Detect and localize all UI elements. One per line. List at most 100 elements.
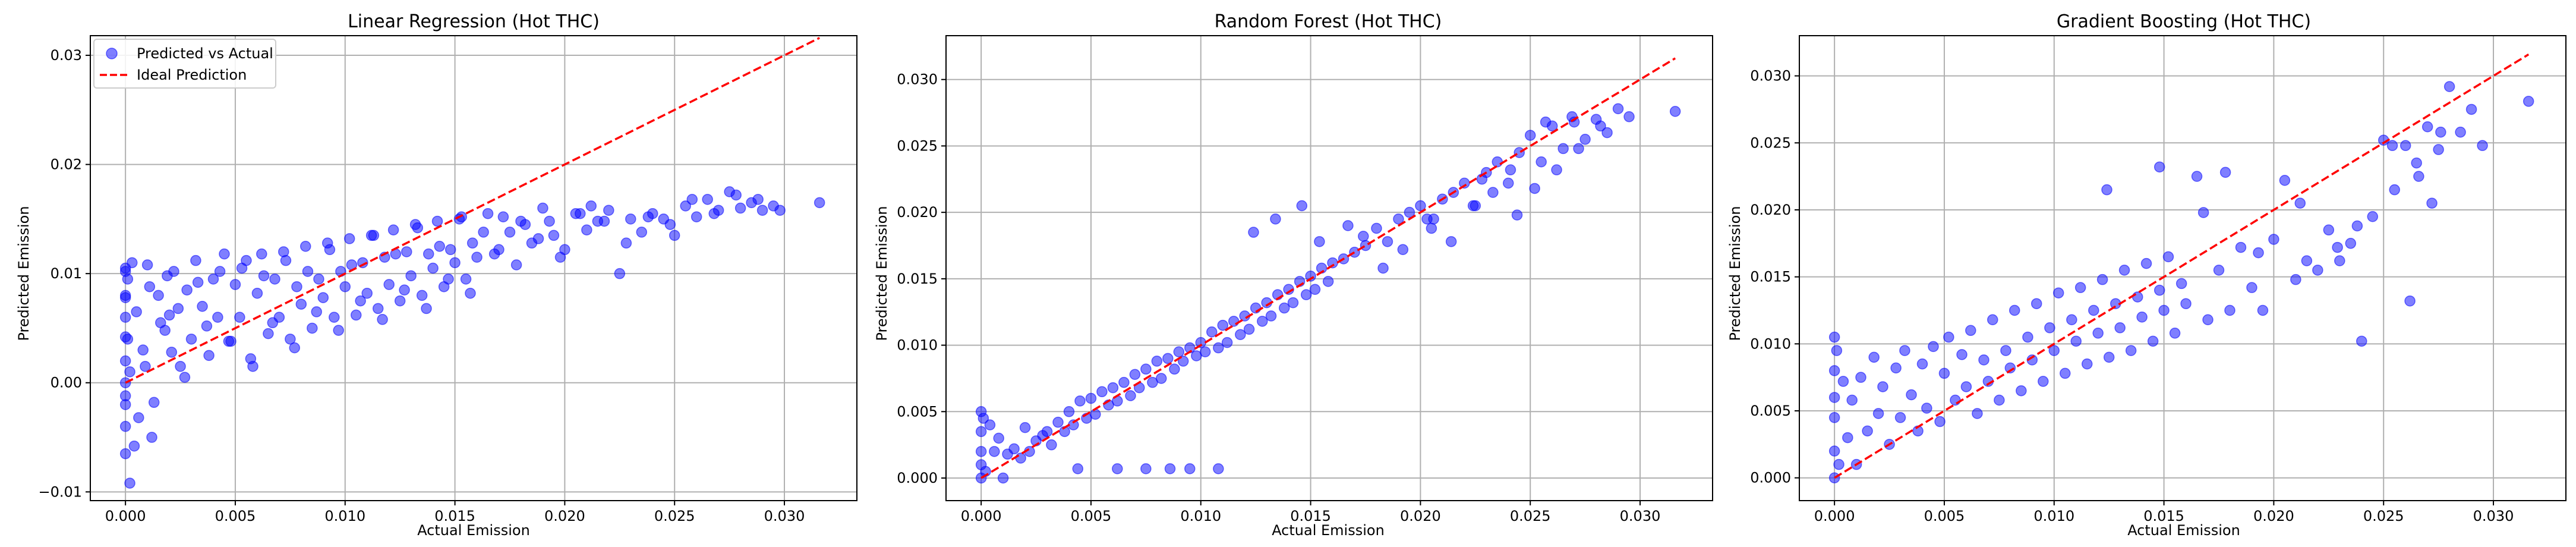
- x-tick-label: 0.000: [105, 508, 146, 524]
- x-tick-label: 0.020: [544, 508, 585, 524]
- scatter-point: [1828, 392, 1840, 403]
- scatter-point: [236, 262, 248, 274]
- scatter-point: [1046, 439, 1057, 451]
- scatter-point: [686, 194, 698, 205]
- scatter-point: [427, 262, 439, 274]
- scatter-point: [1322, 276, 1334, 287]
- scatter-point: [2180, 298, 2192, 309]
- scatter-point: [119, 266, 131, 277]
- scatter-point: [1445, 236, 1457, 247]
- scatter-point: [1314, 236, 1325, 247]
- scatter-point: [1987, 314, 1998, 326]
- scatter-point: [1382, 236, 1393, 247]
- scatter-point: [307, 322, 318, 334]
- scatter-point: [984, 419, 996, 430]
- scatter-point: [343, 233, 355, 244]
- scatter-point: [212, 312, 223, 323]
- scatter-point: [1265, 310, 1277, 322]
- scatter-point: [313, 274, 324, 285]
- scatter-point: [2125, 345, 2137, 356]
- scatter-point: [702, 194, 713, 205]
- scatter-point: [2334, 255, 2345, 266]
- scatter-point: [2004, 362, 2016, 374]
- y-tick-label: 0.015: [1750, 269, 1791, 285]
- scatter-point: [2477, 140, 2488, 152]
- scatter-point: [975, 446, 987, 457]
- plot-area: [119, 37, 825, 489]
- scatter-point: [1019, 422, 1031, 433]
- scatter-point: [2404, 295, 2416, 307]
- scatter-point: [1601, 127, 1613, 139]
- scatter-point: [1965, 325, 1976, 337]
- x-tick-label: 0.010: [1180, 508, 1221, 524]
- scatter-point: [434, 241, 445, 252]
- axes-frame: [945, 35, 1713, 501]
- scatter-point: [1934, 416, 1946, 427]
- scatter-point: [1257, 316, 1268, 327]
- scatter-point: [1890, 362, 1902, 374]
- scatter-point: [163, 309, 175, 321]
- scatter-point: [1831, 345, 1843, 356]
- x-tick-label: 0.025: [1510, 508, 1551, 524]
- x-tick-label: 0.030: [1620, 508, 1661, 524]
- x-tick-label: 0.025: [2363, 508, 2404, 524]
- scatter-point: [1074, 395, 1086, 407]
- scatter-point: [2175, 278, 2187, 290]
- y-tick-label: 0.02: [51, 156, 82, 173]
- scatter-point: [1535, 156, 1547, 168]
- scatter-point: [2279, 175, 2291, 186]
- scatter-point: [997, 472, 1009, 484]
- scatter-point: [1459, 177, 1470, 189]
- y-tick-label: 0.015: [897, 271, 938, 287]
- scatter-point: [1151, 356, 1163, 367]
- scatter-point: [575, 208, 586, 219]
- scatter-point: [1943, 331, 1954, 343]
- scatter-point: [295, 298, 307, 310]
- scatter-point: [2191, 171, 2203, 182]
- scatter-point: [730, 189, 742, 201]
- scatter-point: [1177, 356, 1189, 367]
- scatter-point: [137, 344, 149, 356]
- scatter-point: [1505, 164, 1516, 175]
- scatter-point: [2345, 238, 2357, 249]
- scatter-point: [2136, 312, 2148, 323]
- scatter-point: [355, 295, 366, 307]
- scatter-point: [497, 211, 509, 222]
- scatter-point: [2118, 265, 2130, 276]
- scatter-point: [1371, 222, 1382, 234]
- scatter-point: [2235, 241, 2247, 253]
- y-tick-label: 0.000: [1750, 470, 1791, 486]
- scatter-point: [2158, 304, 2170, 316]
- scatter-point: [207, 274, 219, 285]
- scatter-point: [2219, 166, 2231, 178]
- scatter-point: [2048, 345, 2060, 356]
- chart-title: Linear Regression (Hot THC): [348, 11, 600, 32]
- y-tick-label: 0.025: [1750, 134, 1791, 151]
- scatter-point: [1283, 284, 1294, 295]
- y-tick-label: 0.005: [1750, 403, 1791, 419]
- scatter-point: [192, 276, 204, 288]
- subplot-random-forest: Random Forest (Hot THC) Actual Emission …: [874, 11, 1713, 539]
- scatter-point: [1612, 103, 1624, 115]
- y-tick-label: 0.030: [897, 71, 938, 88]
- scatter-point: [2052, 287, 2064, 298]
- scatter-point: [1213, 342, 1224, 354]
- scatter-point: [2154, 284, 2165, 296]
- scatter-point: [690, 211, 702, 222]
- scatter-point: [263, 328, 274, 339]
- scatter-point: [1063, 406, 1075, 417]
- scatter-point: [131, 306, 142, 317]
- scatter-point: [119, 420, 131, 432]
- scatter-point: [548, 230, 560, 241]
- scatter-point: [444, 244, 456, 256]
- scatter-point: [1579, 134, 1591, 145]
- scatter-point: [2162, 251, 2174, 263]
- scatter-point: [2246, 282, 2257, 293]
- y-tick-label: 0.01: [51, 265, 82, 282]
- scatter-point: [289, 342, 301, 354]
- scatter-point: [1837, 376, 1849, 387]
- scatter-point: [1916, 358, 1928, 370]
- scatter-point: [197, 300, 208, 312]
- scatter-point: [1978, 354, 1989, 366]
- scatter-point: [1162, 353, 1174, 364]
